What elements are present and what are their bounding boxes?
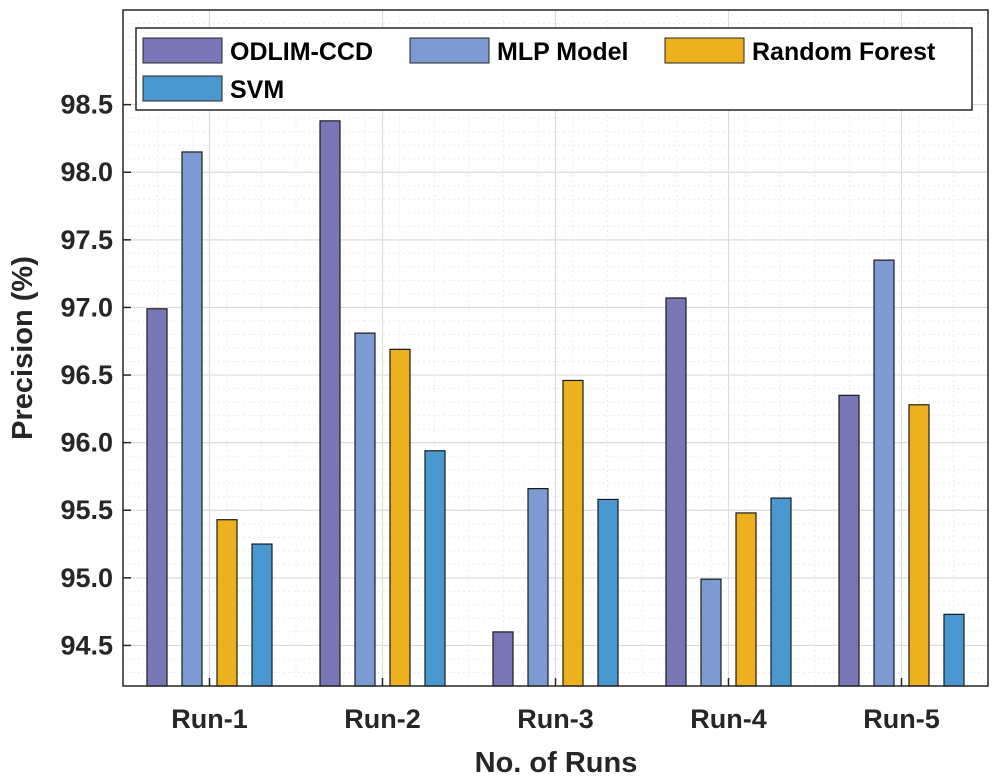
y-tick-label: 96.0 xyxy=(60,428,113,458)
legend-item-odlim-ccd: ODLIM-CCD xyxy=(142,37,373,66)
legend-swatch-random-forest xyxy=(664,37,745,64)
legend-label-odlim-ccd: ODLIM-CCD xyxy=(230,38,373,66)
y-tick-label: 98.0 xyxy=(60,157,113,187)
legend-item-mlp-model: MLP Model xyxy=(409,37,628,66)
y-tick-label: 95.5 xyxy=(60,495,113,525)
x-tick-label: Run-5 xyxy=(863,704,940,734)
bar-odlim-ccd-run-3 xyxy=(492,631,514,687)
bar-odlim-ccd-run-2 xyxy=(319,120,341,687)
y-tick-label: 96.5 xyxy=(60,360,113,390)
bar-random-forest-run-4 xyxy=(735,512,757,687)
bar-odlim-ccd-run-4 xyxy=(665,297,687,687)
bar-mlp-model-run-4 xyxy=(700,578,722,687)
x-tick-label: Run-4 xyxy=(690,704,767,734)
bar-random-forest-run-2 xyxy=(389,348,411,687)
legend: ODLIM-CCD MLP Model Random Forest SVM xyxy=(135,27,973,111)
bar-mlp-model-run-5 xyxy=(873,259,895,687)
bar-svm-run-4 xyxy=(770,497,792,687)
bar-svm-run-2 xyxy=(424,450,446,687)
bar-odlim-ccd-run-1 xyxy=(146,308,168,687)
x-axis-title: No. of Runs xyxy=(475,747,638,779)
legend-label-svm: SVM xyxy=(230,76,284,104)
legend-swatch-odlim-ccd xyxy=(142,37,223,64)
bar-mlp-model-run-2 xyxy=(354,332,376,687)
y-tick-label: 98.5 xyxy=(60,90,113,120)
x-tick-label: Run-1 xyxy=(171,704,248,734)
bar-random-forest-run-1 xyxy=(216,519,238,687)
y-tick-label: 94.5 xyxy=(60,630,113,660)
legend-label-mlp-model: MLP Model xyxy=(497,38,628,66)
bar-svm-run-3 xyxy=(597,498,619,687)
x-tick-label: Run-2 xyxy=(344,704,421,734)
legend-label-random-forest: Random Forest xyxy=(752,38,936,66)
legend-box xyxy=(135,27,973,111)
y-tick-label: 95.0 xyxy=(60,563,113,593)
y-axis-ticks: 94.5 95.0 95.5 96.0 96.5 97.0 97.5 98.0 98.5 xyxy=(60,90,131,660)
bar-mlp-model-run-3 xyxy=(527,488,549,687)
bar-svm-run-1 xyxy=(251,543,273,687)
legend-item-random-forest: Random Forest xyxy=(664,37,936,66)
bar-svm-run-5 xyxy=(943,613,965,687)
bars-group xyxy=(146,120,965,687)
bar-mlp-model-run-1 xyxy=(181,151,203,687)
legend-swatch-svm xyxy=(142,75,223,102)
bar-odlim-ccd-run-5 xyxy=(838,394,860,687)
y-tick-label: 97.5 xyxy=(60,225,113,255)
y-tick-label: 97.0 xyxy=(60,292,113,322)
x-axis-ticks: Run-1 Run-2 Run-3 Run-4 Run-5 xyxy=(171,678,940,734)
x-tick-label: Run-3 xyxy=(517,704,594,734)
legend-item-svm: SVM xyxy=(142,75,284,104)
y-axis-title: Precision (%) xyxy=(7,256,39,440)
bar-random-forest-run-5 xyxy=(908,404,930,687)
legend-swatch-mlp-model xyxy=(409,37,490,64)
bar-random-forest-run-3 xyxy=(562,379,584,687)
